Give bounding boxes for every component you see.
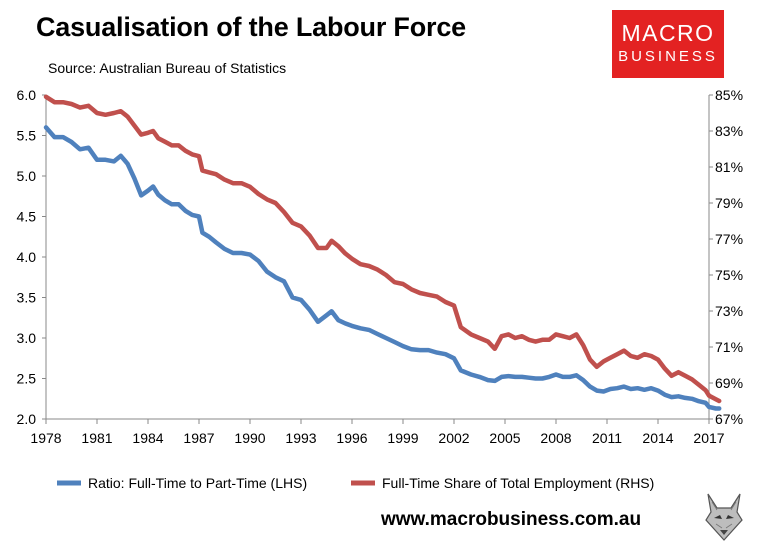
right-tick-label: 67% bbox=[715, 411, 743, 427]
x-axis-ticks: 1978 1981 1984 1987 1990 1993 1996 1999 2002 2005… bbox=[30, 419, 725, 446]
right-tick-label: 85% bbox=[715, 87, 743, 103]
right-tick-label: 69% bbox=[715, 375, 743, 391]
x-tick-label: 1993 bbox=[285, 430, 316, 446]
x-tick-label: 2017 bbox=[693, 430, 724, 446]
left-tick-label: 3.0 bbox=[17, 330, 37, 346]
plot-area bbox=[45, 95, 710, 420]
x-tick-label: 2002 bbox=[438, 430, 469, 446]
logo-line-business: BUSINESS bbox=[618, 48, 718, 65]
x-tick-label: 2005 bbox=[489, 430, 520, 446]
legend: Ratio: Full-Time to Part-Time (LHS) Full… bbox=[57, 475, 654, 491]
right-tick-label: 81% bbox=[715, 159, 743, 175]
left-tick-label: 4.5 bbox=[17, 209, 37, 225]
website-url: www.macrobusiness.com.au bbox=[381, 509, 642, 530]
series-layer bbox=[43, 94, 722, 411]
chart-title: Casualisation of the Labour Force bbox=[36, 12, 466, 42]
left-tick-label: 4.0 bbox=[17, 249, 37, 265]
left-tick-label: 2.0 bbox=[17, 411, 37, 427]
macrobusiness-logo: MACRO BUSINESS bbox=[612, 10, 724, 78]
x-tick-label: 2014 bbox=[642, 430, 673, 446]
x-tick-label: 2011 bbox=[592, 430, 622, 446]
fox-head-icon bbox=[702, 488, 746, 544]
left-tick-label: 6.0 bbox=[17, 87, 37, 103]
x-tick-label: 1999 bbox=[387, 430, 418, 446]
legend-label-ratio: Ratio: Full-Time to Part-Time (LHS) bbox=[88, 475, 307, 491]
right-tick-label: 71% bbox=[715, 339, 743, 355]
right-tick-label: 75% bbox=[715, 267, 743, 283]
x-tick-label: 2008 bbox=[540, 430, 571, 446]
left-tick-label: 2.5 bbox=[17, 371, 37, 387]
legend-label-fulltime-share: Full-Time Share of Total Employment (RHS… bbox=[382, 475, 654, 491]
left-axis-ticks: 2.0 2.5 3.0 3.5 4.0 4.5 5.0 5.5 6.0 bbox=[17, 87, 46, 427]
series-line-ratio bbox=[43, 125, 722, 411]
right-tick-label: 77% bbox=[715, 231, 743, 247]
right-axis-ticks: 67% 69% 71% 73% 75% 77% 79% 81% 83% 85% bbox=[709, 87, 743, 427]
x-tick-label: 1981 bbox=[81, 430, 112, 446]
left-tick-label: 5.0 bbox=[17, 168, 37, 184]
x-tick-label: 1996 bbox=[336, 430, 367, 446]
series-line-fulltime-share bbox=[43, 94, 722, 404]
logo-line-macro: MACRO bbox=[621, 20, 715, 46]
right-tick-label: 83% bbox=[715, 123, 743, 139]
x-tick-label: 1987 bbox=[183, 430, 214, 446]
x-tick-label: 1990 bbox=[234, 430, 265, 446]
left-tick-label: 3.5 bbox=[17, 290, 37, 306]
left-tick-label: 5.5 bbox=[17, 128, 37, 144]
x-tick-label: 1978 bbox=[30, 430, 61, 446]
right-tick-label: 73% bbox=[715, 303, 743, 319]
chart-source: Source: Australian Bureau of Statistics bbox=[48, 60, 287, 76]
right-tick-label: 79% bbox=[715, 195, 743, 211]
x-tick-label: 1984 bbox=[132, 430, 163, 446]
